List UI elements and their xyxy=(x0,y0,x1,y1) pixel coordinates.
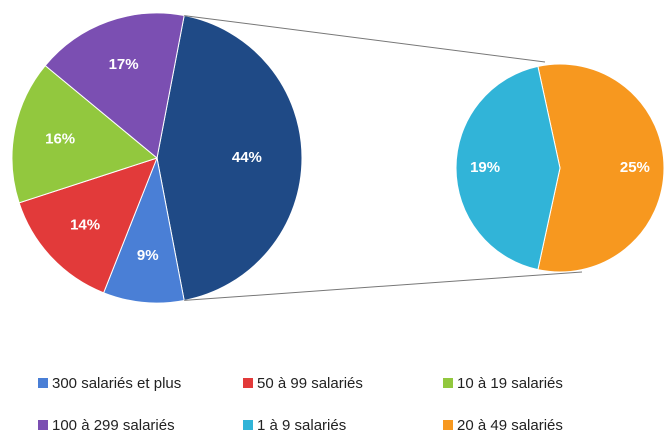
pie-slice xyxy=(102,156,185,304)
slice-label: 17% xyxy=(109,56,139,73)
slice-label: 25% xyxy=(620,159,650,176)
legend-label: 20 à 49 salariés xyxy=(457,417,563,434)
slice-label: 19% xyxy=(470,159,500,176)
connector-line xyxy=(184,271,583,301)
legend-swatch xyxy=(38,378,48,388)
legend-swatch xyxy=(443,378,453,388)
legend-label: 50 à 99 salariés xyxy=(257,375,363,392)
pie-slice xyxy=(537,63,665,273)
pie-slice xyxy=(11,64,159,204)
legend-label: 300 salariés et plus xyxy=(52,375,181,392)
legend-label: 10 à 19 salariés xyxy=(457,375,563,392)
slice-label: 16% xyxy=(45,130,75,147)
legend-label: 1 à 9 salariés xyxy=(257,417,346,434)
legend-swatch xyxy=(243,420,253,430)
legend-label: 100 à 299 salariés xyxy=(52,417,175,434)
legend-swatch xyxy=(38,420,48,430)
slice-label: 9% xyxy=(137,247,159,264)
legend-swatch xyxy=(243,378,253,388)
legend-swatch xyxy=(443,420,453,430)
slice-label: 14% xyxy=(70,216,100,233)
pie-slice xyxy=(44,12,185,159)
pie-slice xyxy=(156,14,303,302)
slice-label: 44% xyxy=(232,149,262,166)
pie-slice xyxy=(455,65,561,271)
connector-line xyxy=(184,15,546,63)
